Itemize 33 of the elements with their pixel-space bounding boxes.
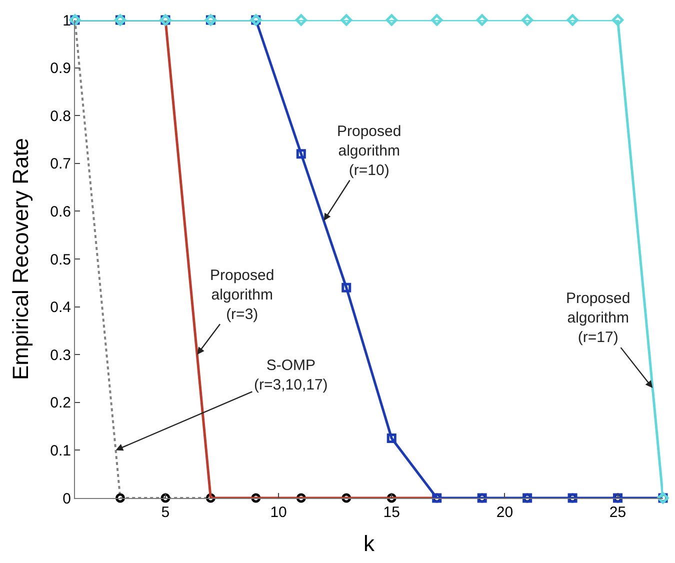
y-tick-label: 0.3	[50, 346, 71, 364]
y-tick-label: 0.9	[50, 60, 71, 78]
x-tick-label: 25	[609, 504, 626, 521]
y-tick-label: 0.7	[50, 156, 71, 173]
annotation: S-OMP (r=3,10,17)	[254, 357, 328, 394]
annotation: Proposed algorithm (r=10)	[337, 123, 402, 179]
point	[566, 14, 578, 26]
annotation: Proposed algorithm (r=17)	[566, 290, 630, 346]
point	[295, 14, 307, 26]
y-tick-label: 0	[62, 490, 71, 508]
x-tick-label: 15	[383, 504, 400, 521]
y-tick-label: 1	[62, 12, 71, 30]
x-tick-label: 5	[161, 504, 170, 521]
y-tick-label: 0.4	[50, 299, 71, 316]
point	[476, 14, 488, 26]
point	[612, 14, 624, 26]
point	[296, 149, 306, 159]
y-axis-title: Empirical Recovery Rate	[8, 138, 33, 380]
point	[340, 14, 352, 26]
x-tick-label: 10	[270, 504, 287, 521]
y-tick-label: 0.8	[50, 108, 71, 125]
x-axis-title: k	[364, 530, 376, 556]
y-tick-label: 0.6	[50, 203, 71, 220]
annotation: Proposed algorithm (r=3)	[210, 267, 274, 323]
y-tick-label: 0.1	[50, 442, 71, 460]
point	[431, 14, 443, 26]
point	[342, 282, 352, 292]
y-tick-label: 0.2	[50, 394, 71, 412]
y-tick-label: 0.5	[50, 251, 71, 268]
x-tick-label: 20	[496, 504, 514, 521]
point	[386, 434, 396, 443]
point	[386, 14, 398, 26]
point	[522, 14, 534, 26]
